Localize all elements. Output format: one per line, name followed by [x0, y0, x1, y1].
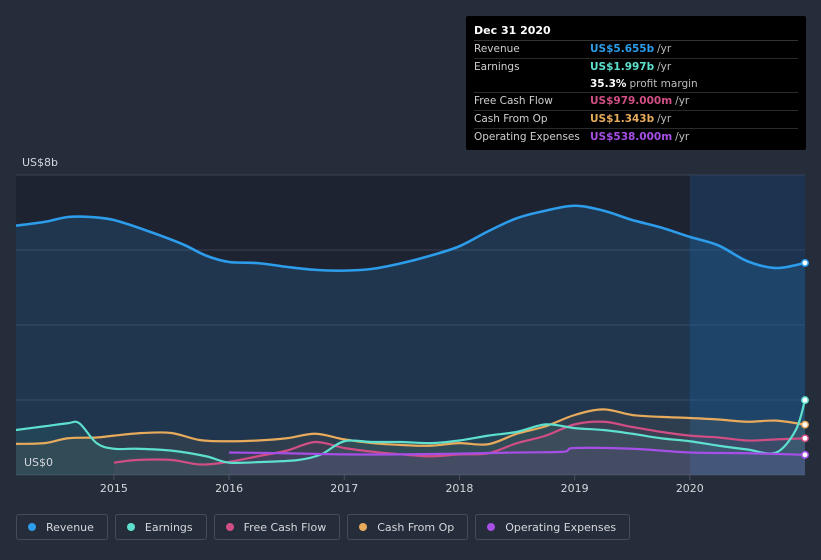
tooltip-label: Revenue	[474, 43, 520, 55]
x-tick-label: 2018	[445, 482, 473, 495]
line-cash-from-op	[15, 408, 806, 447]
legend-label: Revenue	[46, 520, 94, 534]
legend-dot-icon	[225, 523, 234, 531]
tooltip-label: Free Cash Flow	[474, 95, 553, 108]
tooltip-date: Dec 31 2020	[474, 22, 798, 41]
x-tick-label: 2020	[676, 482, 704, 495]
tooltip-row-earnings: Earnings US$1.997b /yr	[474, 59, 798, 76]
tooltip-row-revenue: Revenue US$5.655b /yr	[474, 41, 798, 59]
endpoint-revenue	[801, 258, 809, 267]
tooltip-value: US$979.000m	[590, 95, 673, 108]
x-tick-label: 2016	[215, 482, 243, 495]
tooltip-value: US$5.655b	[590, 43, 655, 55]
legend-free-cash-flow[interactable]: Free Cash Flow	[213, 514, 341, 540]
tooltip-value: US$1.997b	[590, 60, 655, 73]
tooltip-value: 35.3%	[590, 77, 627, 90]
tooltip-unit: /yr	[657, 43, 672, 55]
y-axis-top-label: US$8b	[22, 156, 58, 169]
legend-dot-icon	[126, 523, 135, 531]
legend-revenue[interactable]: Revenue	[16, 514, 108, 540]
area-earnings	[16, 400, 805, 475]
tooltip-row-free-cash-flow: Free Cash Flow US$979.000m /yr	[474, 93, 798, 112]
x-axis-ticks: 2015 2016 2017 2018 2019 2020	[100, 475, 704, 495]
legend-label: Earnings	[144, 520, 193, 534]
legend-dot-icon	[487, 523, 496, 531]
legend-dot-icon	[28, 523, 36, 531]
legend-cash-from-op[interactable]: Cash From Op	[347, 514, 469, 540]
tooltip-row-operating-expenses: Operating Expenses US$538.000m /yr	[474, 129, 798, 146]
legend-dot-icon	[359, 523, 368, 531]
chart-area: 2015 2016 2017 2018 2019 2020 US$8b US$0	[15, 156, 809, 495]
tooltip-label	[474, 76, 590, 93]
endpoint-cash-from-op	[801, 420, 809, 429]
chart-legend: Revenue Earnings Free Cash Flow Cash Fro…	[16, 514, 637, 542]
tooltip-label: Earnings	[474, 60, 520, 73]
legend-label: Cash From Op	[377, 520, 455, 534]
legend-earnings[interactable]: Earnings	[114, 514, 207, 540]
tooltip-unit: /yr	[657, 60, 672, 73]
tooltip-unit: profit margin	[629, 77, 698, 90]
legend-operating-expenses[interactable]: Operating Expenses	[475, 514, 631, 540]
line-earnings	[15, 399, 807, 465]
endpoint-operating-expenses	[801, 450, 809, 459]
tooltip-row-cash-from-op: Cash From Op US$1.343b /yr	[474, 111, 798, 129]
line-revenue	[15, 204, 806, 272]
hover-highlight-band	[689, 175, 805, 475]
x-tick-label: 2017	[330, 482, 358, 495]
tooltip-value: US$538.000m	[590, 130, 673, 143]
tooltip-unit: /yr	[675, 95, 690, 108]
series-lines	[15, 204, 807, 466]
series-areas	[16, 205, 806, 475]
grid-lines	[16, 174, 805, 476]
legend-label: Operating Expenses	[505, 520, 617, 534]
tooltip-value: US$1.343b	[590, 113, 655, 126]
series-endpoints	[801, 258, 809, 459]
endpoint-earnings	[801, 396, 809, 405]
endpoint-free-cash-flow	[801, 434, 809, 443]
tooltip-label: Operating Expenses	[474, 130, 580, 143]
y-axis-bottom-label: US$0	[24, 456, 53, 469]
legend-label: Free Cash Flow	[243, 520, 327, 534]
data-tooltip: Dec 31 2020 Revenue US$5.655b /yr Earnin…	[466, 16, 806, 150]
area-revenue	[16, 205, 805, 475]
x-tick-label: 2015	[100, 482, 128, 495]
tooltip-unit: /yr	[657, 113, 672, 126]
tooltip-unit: /yr	[675, 130, 690, 143]
line-operating-expenses	[229, 446, 806, 456]
x-tick-label: 2019	[561, 482, 589, 495]
tooltip-row-profit-margin: 35.3% profit margin	[474, 76, 798, 94]
tooltip-label: Cash From Op	[474, 113, 548, 126]
